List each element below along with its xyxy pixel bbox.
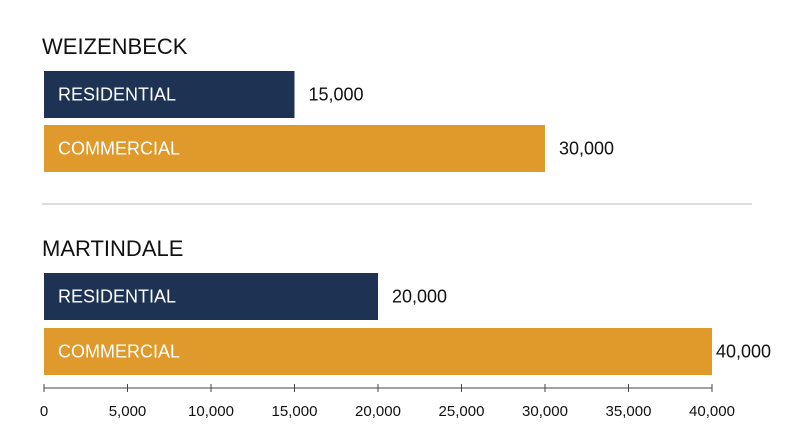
bar-category-label: RESIDENTIAL — [58, 85, 176, 105]
x-tick-label: 10,000 — [188, 403, 234, 420]
group-title: WEIZENBECK — [42, 34, 188, 59]
x-tick-label: 30,000 — [522, 403, 568, 420]
x-tick-label: 0 — [40, 403, 48, 420]
x-tick-label: 20,000 — [355, 403, 401, 420]
bar-residential — [44, 273, 378, 320]
x-tick-label: 5,000 — [109, 403, 147, 420]
data-label: 15,000 — [309, 85, 364, 105]
x-tick-label: 40,000 — [689, 403, 735, 420]
bar-commercial — [44, 328, 712, 375]
data-label: 20,000 — [392, 287, 447, 307]
data-label: 30,000 — [559, 139, 614, 159]
x-tick-label: 25,000 — [439, 403, 485, 420]
bar-category-label: RESIDENTIAL — [58, 287, 176, 307]
bar-category-label: COMMERCIAL — [58, 342, 180, 362]
data-label: 40,000 — [716, 342, 771, 362]
bar-category-label: COMMERCIAL — [58, 139, 180, 159]
group-title: MARTINDALE — [42, 236, 183, 261]
bar-commercial — [44, 125, 545, 172]
x-tick-label: 15,000 — [272, 403, 318, 420]
x-tick-label: 35,000 — [606, 403, 652, 420]
bar-residential — [44, 71, 295, 118]
